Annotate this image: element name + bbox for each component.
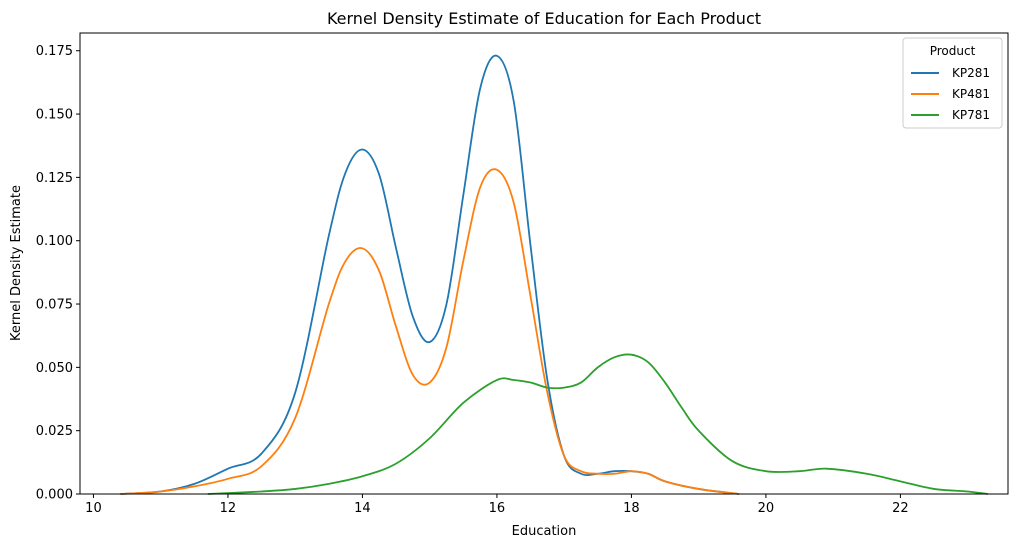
x-axis-label: Education bbox=[512, 524, 577, 539]
legend-label-kp481: KP481 bbox=[952, 87, 990, 101]
legend-label-kp281: KP281 bbox=[952, 66, 990, 80]
x-tick-label: 22 bbox=[892, 501, 909, 516]
y-tick-label: 0.175 bbox=[36, 44, 73, 59]
series-line-kp281 bbox=[120, 54, 740, 495]
x-tick-label: 12 bbox=[220, 501, 237, 516]
x-tick-label: 16 bbox=[489, 501, 506, 516]
y-tick-label: 0.075 bbox=[36, 298, 73, 313]
y-tick-label: 0.050 bbox=[36, 361, 73, 376]
legend-frame bbox=[902, 37, 1003, 129]
legend-label-kp781: KP781 bbox=[952, 108, 990, 122]
y-tick-label: 0.000 bbox=[36, 488, 73, 503]
x-tick-label: 14 bbox=[354, 501, 371, 516]
chart-title: Kernel Density Estimate of Education for… bbox=[327, 9, 761, 28]
x-axis: 10 12 14 16 18 20 22 bbox=[85, 494, 909, 516]
y-tick-label: 0.100 bbox=[36, 234, 73, 249]
y-tick-label: 0.125 bbox=[36, 171, 73, 186]
x-tick-label: 20 bbox=[758, 501, 775, 516]
y-tick-label: 0.025 bbox=[36, 424, 73, 439]
legend: Product KP281 KP481 KP781 bbox=[902, 37, 1003, 129]
axes-frame bbox=[79, 32, 1009, 495]
y-axis-label: Kernel Density Estimate bbox=[9, 185, 24, 341]
series-line-kp781 bbox=[207, 353, 988, 495]
x-tick-label: 18 bbox=[623, 501, 640, 516]
y-tick-label: 0.150 bbox=[36, 108, 73, 123]
plot-area bbox=[120, 54, 988, 495]
y-axis: 0.000 0.025 0.050 0.075 0.100 0.125 0.150 0.175 bbox=[36, 44, 80, 503]
x-tick-label: 10 bbox=[85, 501, 102, 516]
series-line-kp481 bbox=[120, 168, 740, 495]
legend-title: Product bbox=[930, 44, 976, 58]
